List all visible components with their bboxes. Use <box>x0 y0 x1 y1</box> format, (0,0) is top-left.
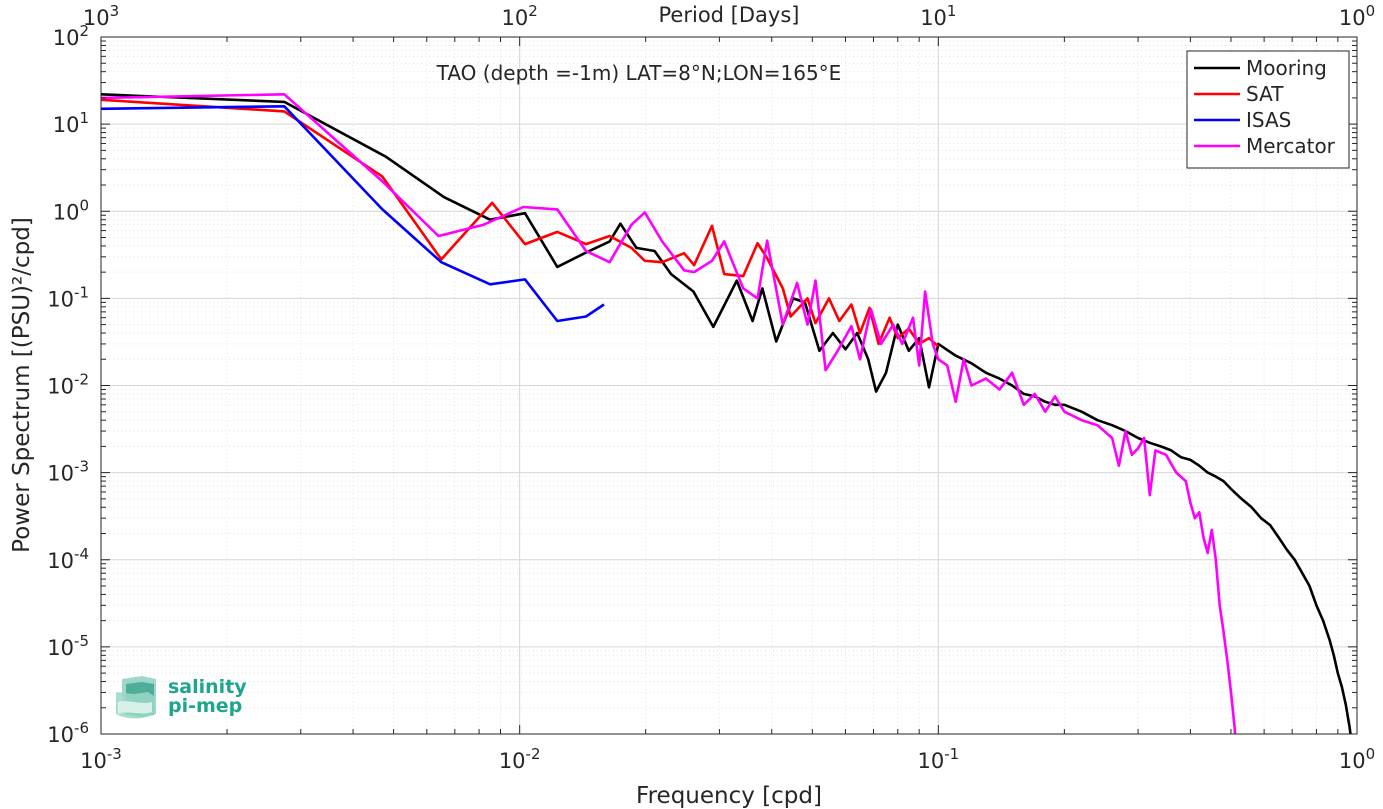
logo-text-line2: pi-mep <box>168 695 242 717</box>
top-tick-label: 100 <box>1339 2 1375 30</box>
logo-text-line1: salinity <box>168 676 247 698</box>
legend-label-mercator: Mercator <box>1246 134 1336 158</box>
legend-label-sat: SAT <box>1246 82 1284 106</box>
salinity-pi-mep-logo: salinity pi-mep <box>116 676 247 719</box>
series-layer <box>101 93 1352 734</box>
series-line-isas <box>101 105 605 323</box>
y-tick-label: 101 <box>53 109 89 137</box>
top-tick-labels: 103 102 101 100 <box>83 2 1375 30</box>
y-tick-label: 100 <box>53 196 89 224</box>
x-tick-label: 10-2 <box>499 745 541 773</box>
x-tick-label: 100 <box>1339 745 1375 773</box>
x-tick-label: 10-1 <box>917 745 959 773</box>
chart-title: TAO (depth =-1m) LAT=8°N;LON=165°E <box>436 61 842 85</box>
logo-mark-icon <box>116 676 156 719</box>
top-axis-label: Period [Days] <box>659 3 800 27</box>
legend-label-isas: ISAS <box>1246 108 1291 132</box>
grid <box>100 36 1358 735</box>
y-tick-label: 10-5 <box>47 632 89 660</box>
tick-marks <box>100 37 1357 735</box>
legend-box <box>1186 50 1350 169</box>
y-tick-label: 10-2 <box>47 371 89 399</box>
y-tick-label: 10-3 <box>47 458 89 486</box>
top-tick-label: 102 <box>502 2 538 30</box>
y-tick-label: 10-1 <box>47 283 89 311</box>
series-line-sat <box>101 98 940 348</box>
x-axis-label: Frequency [cpd] <box>636 783 822 809</box>
y-tick-label: 10-6 <box>47 719 89 747</box>
top-tick-label: 103 <box>83 2 119 30</box>
x-tick-label: 10-3 <box>80 745 122 773</box>
top-tick-label: 101 <box>920 2 956 30</box>
y-tick-labels: 102 101 100 10-1 10-2 10-3 10-4 10-5 10-6 <box>47 22 89 747</box>
y-tick-label: 102 <box>53 22 89 50</box>
y-axis-label: Power Spectrum [(PSU)²/cpd] <box>9 217 35 553</box>
series-line-mercator <box>101 93 1237 734</box>
y-tick-label: 10-4 <box>47 545 89 573</box>
x-tick-labels: 10-3 10-2 10-1 100 <box>80 745 1375 773</box>
legend-label-mooring: Mooring <box>1246 56 1327 80</box>
